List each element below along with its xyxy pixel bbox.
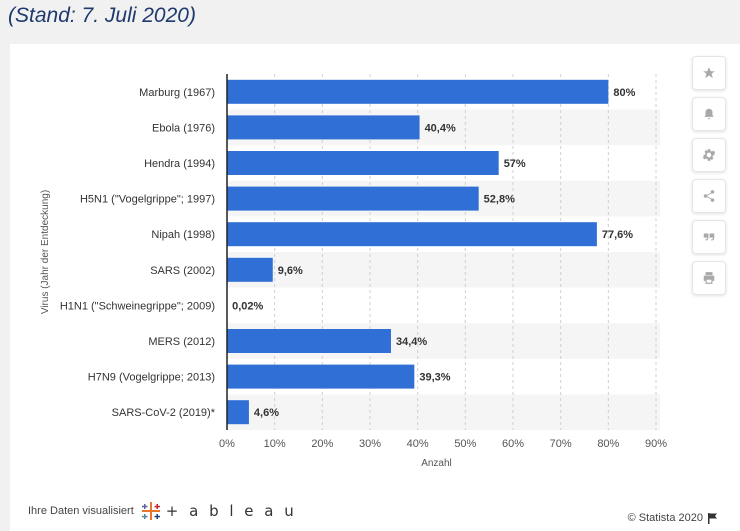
flag-icon [708, 512, 717, 524]
bar-value-label: 52,8% [484, 194, 515, 206]
y-category-label: H5N1 ("Vogelgrippe"; 1997) [80, 194, 215, 206]
bar-chart: 0% 10% 20% 30% 40% 50% 60% 70% 80% 90% Marburg (19… [40, 74, 667, 469]
bar [227, 364, 415, 389]
tableau-logo-icon [141, 502, 160, 520]
y-category-label: MERS (2012) [148, 336, 215, 348]
bar [227, 186, 479, 211]
copyright-area[interactable]: © Statista 2020 [628, 512, 718, 524]
y-category-label: Marburg (1967) [139, 87, 215, 99]
y-category-label: Ebola (1976) [152, 122, 215, 134]
x-tick-label: 30% [359, 438, 381, 450]
y-category-label: SARS (2002) [150, 265, 215, 277]
y-category-label: Hendra (1994) [144, 158, 215, 170]
x-axis-title: Anzahl [421, 458, 452, 469]
x-tick-label: 10% [264, 438, 286, 450]
bar [227, 329, 391, 353]
settings-button[interactable] [692, 138, 726, 172]
y-category-label: SARS-CoV-2 (2019)* [112, 407, 216, 419]
y-category-label: H7N9 (Vogelgrippe; 2013) [88, 372, 215, 384]
bar [227, 400, 249, 425]
bar-value-label: 4,6% [254, 407, 279, 419]
bar [227, 115, 420, 140]
bar-value-label: 80% [613, 87, 635, 99]
share-icon [703, 190, 715, 202]
bar [227, 151, 499, 175]
bar-value-label: 0,02% [232, 300, 263, 312]
x-tick-label: 20% [311, 438, 333, 450]
bar-value-label: 39,3% [419, 372, 450, 384]
gear-icon [702, 149, 716, 161]
bar-value-label: 77,6% [602, 229, 633, 241]
print-icon [703, 272, 715, 284]
cite-button[interactable] [692, 220, 726, 254]
bar-value-label: 57% [504, 158, 526, 170]
y-axis-title: Virus (Jahr der Entdeckung) [40, 190, 51, 314]
row-shading [227, 252, 660, 288]
notification-button[interactable] [692, 97, 726, 131]
star-icon [703, 67, 715, 78]
bar-value-label: 9,6% [278, 265, 303, 277]
x-tick-label: 40% [407, 438, 429, 450]
visualized-by-text: Ihre Daten visualisiert [28, 505, 134, 517]
chart-subtitle: (Stand: 7. Juli 2020) [8, 4, 196, 27]
y-category-label: Nipah (1998) [151, 229, 215, 241]
x-tick-label: 0% [219, 438, 235, 450]
row-shading [227, 394, 660, 430]
bar [227, 79, 609, 104]
x-tick-label: 50% [454, 438, 476, 450]
bar [227, 257, 273, 282]
x-tick-label: 60% [502, 438, 524, 450]
chart-toolbar [692, 56, 726, 302]
print-button[interactable] [692, 261, 726, 295]
bar-value-label: 34,4% [396, 336, 427, 348]
x-tick-label: 90% [645, 438, 667, 450]
tableau-credit[interactable]: Ihre Daten visualisiert + a b l e a u [28, 500, 297, 522]
chart-card: 0% 10% 20% 30% 40% 50% 60% 70% 80% 90% Marburg (19… [10, 44, 740, 531]
bell-icon [704, 108, 714, 120]
bar-value-label: 40,4% [425, 122, 456, 134]
y-category-label: H1N1 ("Schweinegrippe"; 2009) [60, 300, 215, 312]
bar [227, 222, 597, 247]
favorite-button[interactable] [692, 56, 726, 90]
x-tick-label: 80% [597, 438, 619, 450]
tableau-wordmark: + a b l e a u [165, 502, 297, 520]
x-tick-label: 70% [550, 438, 572, 450]
share-button[interactable] [692, 179, 726, 213]
quote-icon [703, 233, 715, 241]
copyright-text: © Statista 2020 [627, 512, 703, 524]
